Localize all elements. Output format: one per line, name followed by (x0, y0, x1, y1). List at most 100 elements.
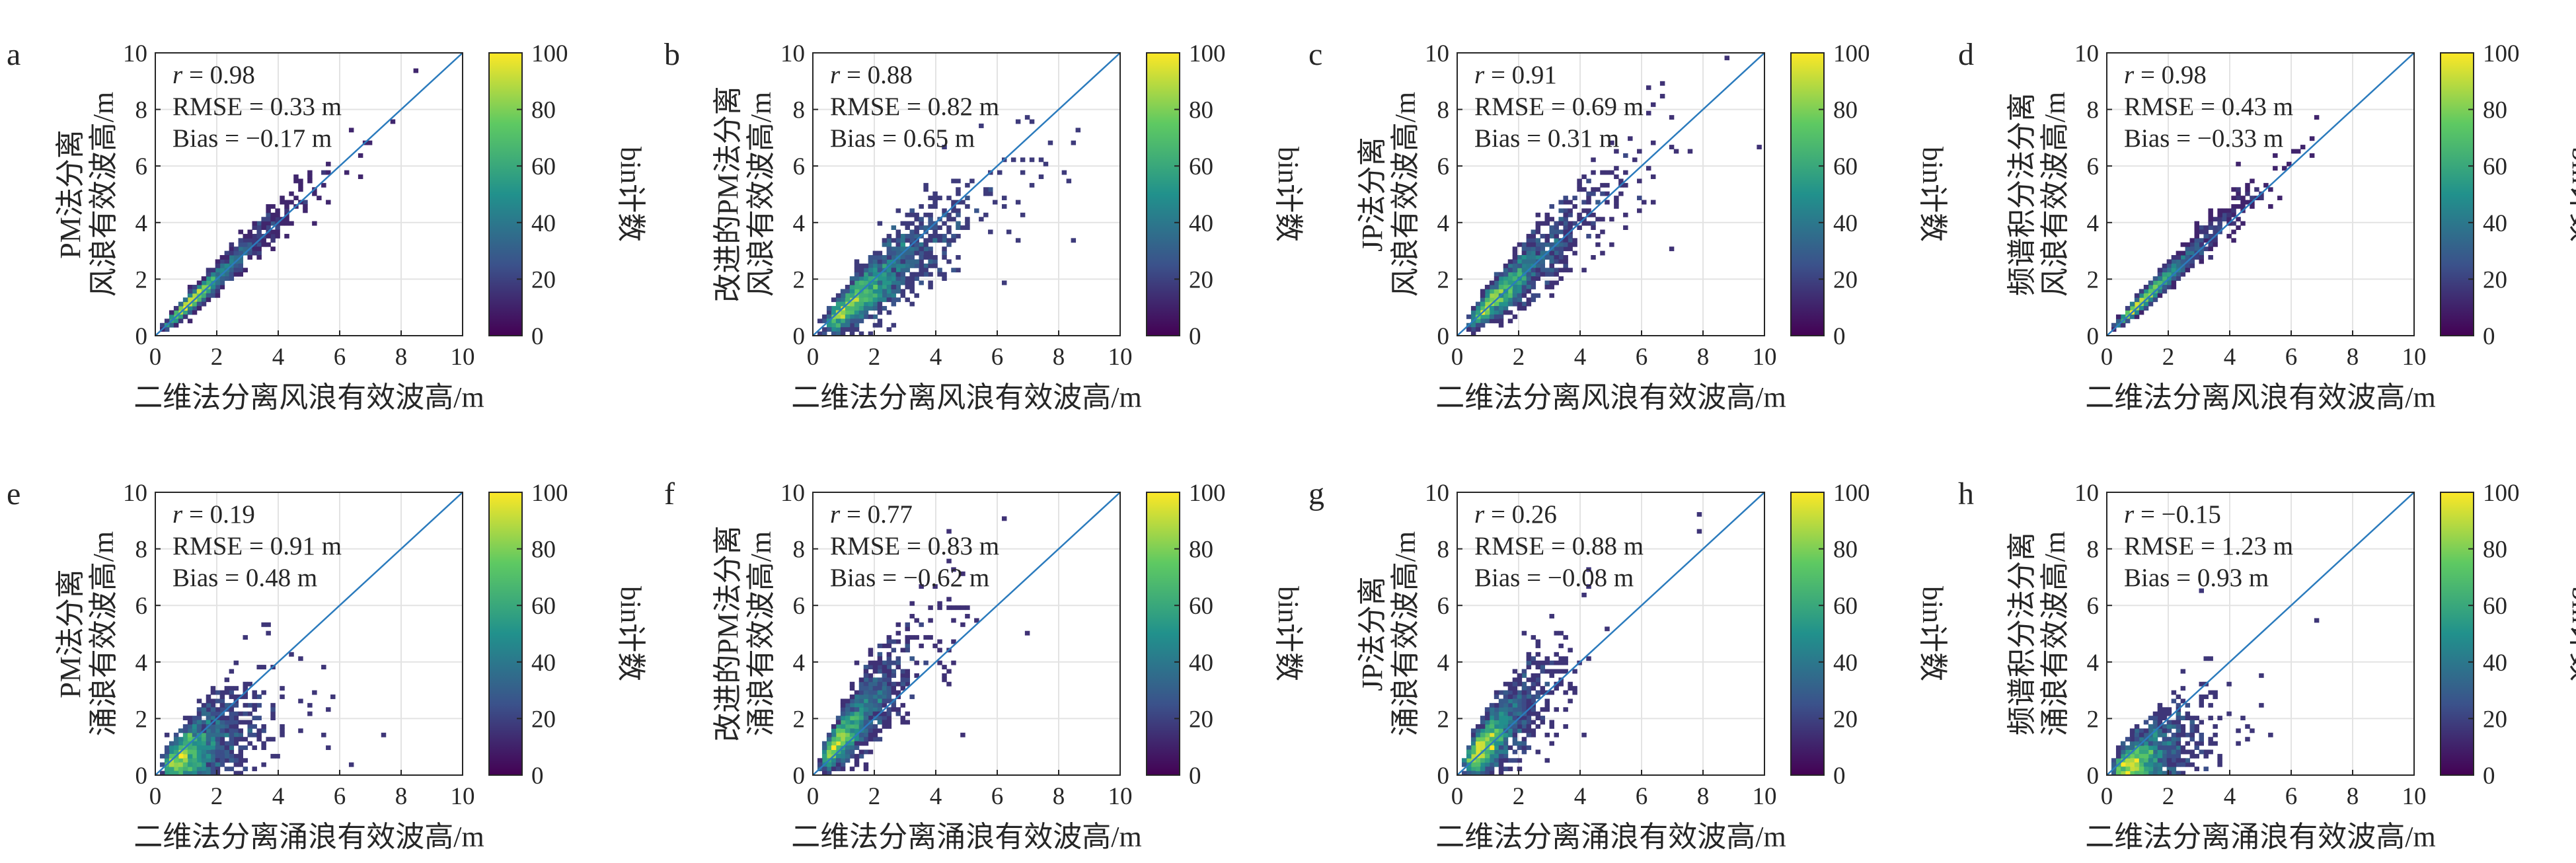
r-symbol: r (2124, 61, 2135, 89)
density-bin (1489, 314, 1495, 319)
density-bin (1554, 259, 1559, 264)
density-bin (1470, 310, 1476, 315)
density-bin (1591, 191, 1596, 196)
density-bin (2291, 149, 2296, 154)
density-bin (215, 728, 221, 733)
density-bin (858, 698, 864, 704)
density-bin (2143, 753, 2149, 759)
density-bin (187, 724, 193, 729)
density-bin (2236, 225, 2241, 230)
density-bin (942, 208, 947, 213)
density-bin (863, 289, 869, 294)
density-bin (1549, 259, 1554, 264)
density-bin (224, 690, 230, 695)
density-bin (2157, 293, 2163, 298)
density-bin (886, 716, 892, 721)
density-bin (872, 665, 878, 669)
density-bin (914, 660, 919, 665)
density-bin (229, 716, 235, 721)
density-bin (2139, 745, 2144, 750)
density-bin (2134, 737, 2140, 742)
density-bin (1507, 728, 1513, 733)
density-bin (2189, 762, 2195, 767)
density-bin (2259, 196, 2264, 201)
density-bin (2203, 238, 2209, 243)
density-bin (1521, 268, 1527, 273)
density-bin (854, 720, 860, 725)
x-tick-label: 8 (1697, 344, 1710, 371)
density-bin (956, 225, 961, 230)
density-bin (868, 314, 874, 319)
density-bin (2217, 221, 2222, 226)
density-bin (2152, 720, 2158, 725)
y-axis-label: 频谱积分法分离涌浪有效波高/m (2006, 531, 2071, 736)
x-tick-label: 0 (149, 344, 162, 371)
density-bin (988, 229, 993, 235)
density-bin (868, 652, 874, 657)
density-bin (2125, 737, 2131, 742)
density-bin (909, 601, 915, 606)
density-bin (2185, 268, 2191, 273)
colorbar (1790, 52, 1825, 336)
density-bin (854, 297, 860, 303)
density-bin (2282, 166, 2287, 171)
density-bin (932, 233, 938, 239)
density-bin (2180, 724, 2186, 729)
density-bin (1480, 762, 1486, 767)
density-bin (1531, 711, 1536, 716)
density-bin (863, 749, 869, 755)
density-bin (821, 767, 827, 772)
density-bin (206, 280, 211, 285)
density-bin (877, 677, 883, 683)
density-bin (2166, 741, 2172, 746)
rmse-annotation: RMSE = 0.83 m (830, 532, 999, 560)
density-bin (1517, 289, 1523, 294)
density-bin (1512, 737, 1518, 742)
density-bin (2236, 741, 2241, 746)
density-bin (2194, 741, 2199, 746)
density-bin (1521, 737, 1527, 742)
colorbar-tick-label: 20 (1189, 266, 1213, 293)
density-bin (877, 737, 883, 742)
density-bin (2208, 749, 2213, 755)
density-bin (1521, 728, 1527, 733)
density-bin (1517, 268, 1523, 273)
density-bin (201, 767, 207, 772)
density-bin (169, 310, 174, 315)
y-tick-label: 4 (1437, 650, 1450, 677)
density-bin (863, 716, 869, 721)
density-bin (256, 665, 262, 669)
density-bin (849, 686, 855, 691)
density-bin (849, 753, 855, 759)
density-bin (900, 259, 905, 264)
density-bin (2231, 196, 2236, 201)
density-bin (831, 322, 837, 328)
density-bin (2162, 758, 2168, 763)
density-bin (914, 233, 919, 239)
panel-letter: d (1958, 37, 1974, 72)
density-bin (2148, 301, 2154, 307)
density-bin (854, 737, 860, 742)
density-bin (905, 677, 910, 683)
density-bin (956, 268, 961, 273)
density-bin (1470, 753, 1476, 759)
subplot-c: 0 2 4 6 8 100246810二维法分离风浪有效波高/mJP法分离风浪有效波高/m… (1308, 37, 1949, 414)
density-bin (266, 217, 271, 222)
density-bin (845, 314, 851, 319)
density-bin (2157, 767, 2163, 772)
density-bin (1517, 259, 1523, 264)
density-bin (928, 263, 933, 268)
density-bin (1489, 297, 1495, 303)
density-bin (238, 720, 244, 725)
density-bin (252, 724, 257, 729)
density-bin (238, 272, 244, 277)
density-bin (868, 289, 874, 294)
y-axis-label-line: PM法分离 (54, 130, 87, 259)
density-bin (261, 242, 266, 247)
density-bin (224, 745, 230, 750)
density-bin (835, 301, 841, 307)
density-bin (1512, 250, 1518, 256)
density-bin (2162, 272, 2168, 277)
density-bin (326, 200, 331, 205)
density-bin (849, 310, 855, 315)
